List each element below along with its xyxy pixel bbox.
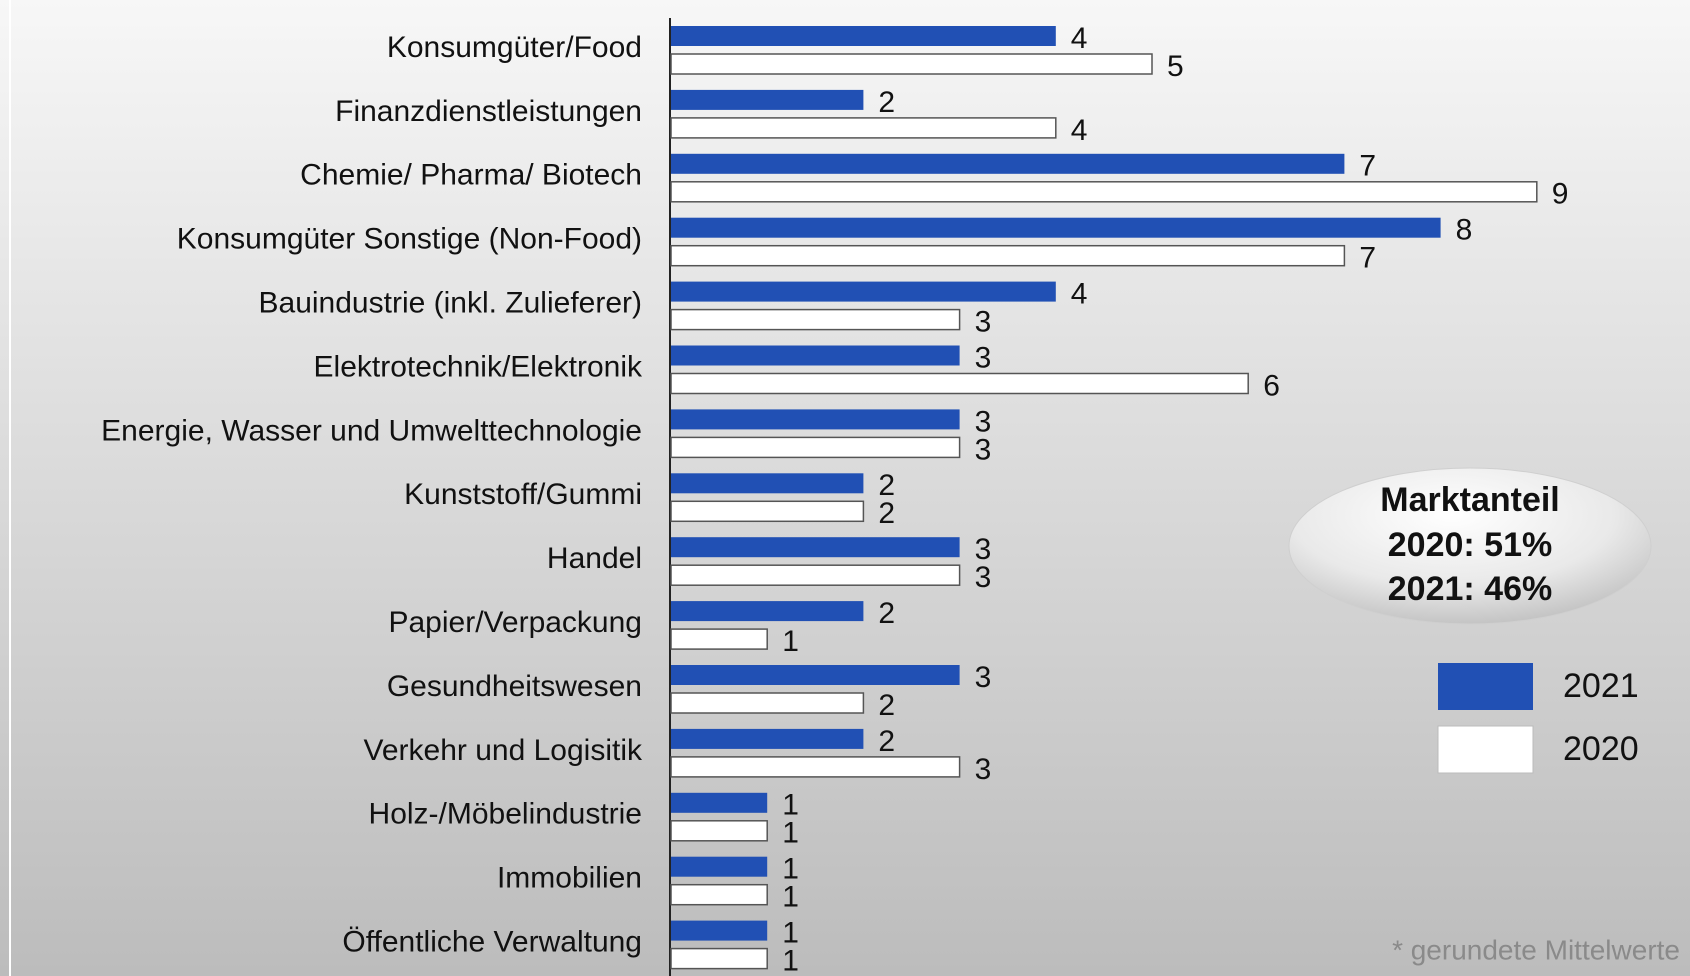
- bar: [670, 692, 865, 714]
- legend-swatch: [1437, 725, 1534, 774]
- data-label: 2: [878, 689, 895, 722]
- y-tick-label: Verkehr und Logisitik: [364, 734, 643, 767]
- data-label: 6: [1263, 369, 1280, 402]
- data-label: 3: [975, 433, 992, 466]
- y-tick-label: Holz-/Möbelindustrie: [369, 798, 642, 831]
- data-label: 2: [878, 597, 895, 630]
- bar: [670, 244, 1346, 267]
- bar: [671, 473, 864, 494]
- data-label: 2: [878, 86, 895, 119]
- y-tick-label: Immobilien: [497, 862, 642, 895]
- y-tick-label: Gesundheitswesen: [387, 670, 642, 703]
- legend-label: 2021: [1563, 667, 1639, 705]
- data-label: 3: [975, 753, 992, 786]
- data-label: 7: [1359, 242, 1376, 275]
- y-tick-label: Bauindustrie (inkl. Zulieferer): [259, 287, 642, 320]
- bar: [671, 537, 960, 558]
- y-tick-label: Chemie/ Pharma/ Biotech: [300, 159, 642, 192]
- data-label: 2: [878, 497, 895, 530]
- footnote: * gerundete Mittelwerte: [1392, 934, 1680, 965]
- bar: [670, 947, 768, 970]
- data-label: 7: [1359, 150, 1376, 183]
- data-label: 3: [975, 306, 992, 339]
- y-tick-label: Handel: [547, 542, 642, 575]
- data-label: 1: [782, 853, 799, 886]
- bar: [670, 53, 1153, 75]
- y-tick-label: Energie, Wasser und Umwelttechnologie: [101, 414, 642, 447]
- data-label: 9: [1552, 178, 1569, 211]
- bar: [671, 409, 960, 430]
- bar: [670, 500, 865, 523]
- y-tick-label: Konsumgüter Sonstige (Non-Food): [177, 223, 642, 256]
- bar: [670, 883, 768, 906]
- data-label: 3: [975, 341, 992, 374]
- data-label: 4: [1071, 278, 1088, 311]
- bar: [670, 117, 1057, 139]
- data-label: 1: [782, 945, 799, 976]
- bar: [670, 436, 961, 459]
- bar: [670, 564, 961, 586]
- data-label: 3: [975, 561, 992, 594]
- bar: [671, 665, 960, 685]
- legend-swatch: [1438, 663, 1533, 710]
- y-tick-label: Finanzdienstleistungen: [335, 95, 642, 128]
- y-tick-label: Konsumgüter/Food: [387, 31, 642, 64]
- bar: [670, 820, 768, 842]
- bar: [671, 601, 864, 622]
- bar: [671, 217, 1441, 238]
- bar: [670, 628, 768, 650]
- annotation-text: 2021: 46%: [1388, 570, 1552, 608]
- data-label: 2: [878, 725, 895, 758]
- bar: [671, 26, 1056, 46]
- y-tick-label: Öffentliche Verwaltung: [342, 926, 642, 959]
- bar: [671, 920, 768, 941]
- data-label: 3: [975, 405, 992, 438]
- data-label: 8: [1456, 214, 1473, 247]
- annotation-bubble: [1288, 467, 1652, 625]
- y-tick-label: Kunststoff/Gummi: [404, 478, 642, 511]
- bar: [671, 153, 1345, 174]
- bar: [670, 181, 1538, 203]
- data-label: 1: [782, 789, 799, 822]
- legend-label: 2020: [1563, 730, 1639, 768]
- bar: [670, 308, 961, 331]
- data-label: 3: [975, 661, 992, 694]
- annotation-text: Marktanteil: [1380, 481, 1560, 519]
- y-tick-label: Papier/Verpackung: [388, 606, 642, 639]
- data-label: 1: [782, 817, 799, 850]
- data-label: 1: [782, 917, 799, 950]
- bar: [671, 792, 768, 813]
- bar: [671, 856, 768, 877]
- data-label: 5: [1167, 50, 1184, 83]
- y-tick-label: Elektrotechnik/Elektronik: [314, 350, 643, 383]
- bar: [670, 756, 961, 778]
- data-label: 4: [1071, 22, 1088, 55]
- data-label: 2: [878, 469, 895, 502]
- bar: [671, 728, 864, 749]
- bar: [671, 281, 1056, 302]
- data-label: 1: [782, 881, 799, 914]
- bar: [671, 345, 960, 366]
- data-label: 3: [975, 533, 992, 566]
- bar: [670, 372, 1249, 395]
- data-label: 4: [1071, 114, 1088, 147]
- annotation-text: 2020: 51%: [1388, 526, 1552, 564]
- bar: [671, 89, 864, 110]
- data-label: 1: [782, 625, 799, 658]
